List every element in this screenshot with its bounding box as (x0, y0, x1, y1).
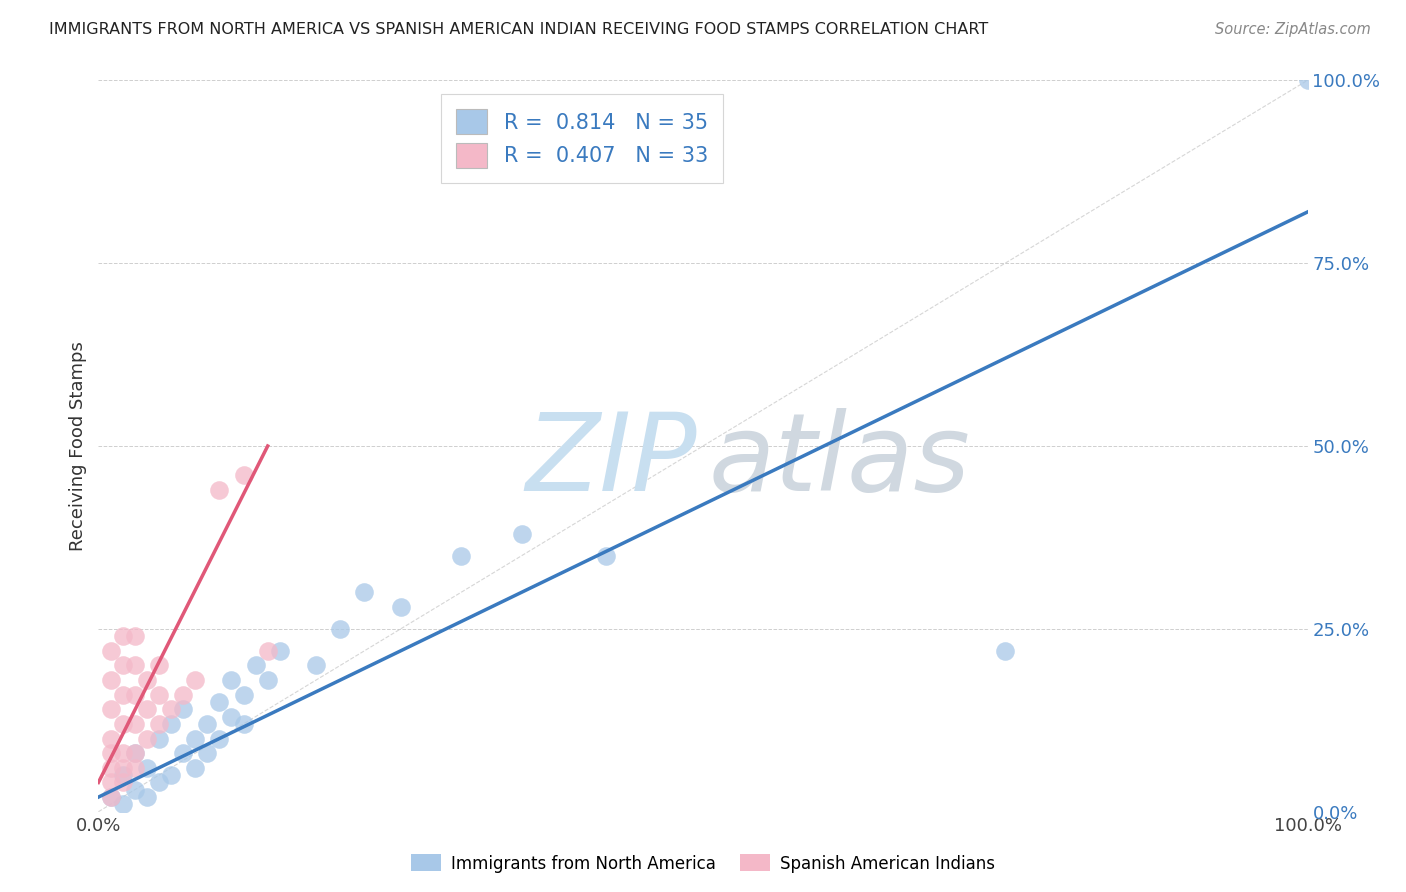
Point (148, 658, 170, 673)
Point (256, 644, 278, 658)
Text: IMMIGRANTS FROM NORTH AMERICA VS SPANISH AMERICAN INDIAN RECEIVING FOOD STAMPS C: IMMIGRANTS FROM NORTH AMERICA VS SPANISH… (49, 22, 988, 37)
Point (160, 717, 183, 731)
Point (305, 658, 328, 673)
Point (111, 775, 134, 789)
Point (245, 658, 267, 673)
Point (184, 731, 207, 746)
Point (172, 688, 194, 702)
Y-axis label: Receiving Food Stamps: Receiving Food Stamps (69, 341, 87, 551)
Point (221, 673, 243, 687)
Point (100, 644, 122, 658)
Point (148, 688, 170, 702)
Point (100, 673, 122, 687)
Point (269, 644, 291, 658)
Point (353, 585, 375, 599)
Text: Source: ZipAtlas.com: Source: ZipAtlas.com (1215, 22, 1371, 37)
Point (111, 658, 134, 673)
Text: ZIP: ZIP (526, 409, 697, 513)
Point (221, 709, 243, 723)
Point (450, 549, 472, 563)
Point (100, 790, 122, 805)
Point (124, 629, 146, 643)
Point (232, 468, 254, 483)
Point (184, 673, 207, 687)
Point (208, 483, 231, 497)
Point (124, 746, 146, 760)
Point (124, 761, 146, 775)
Point (124, 688, 146, 702)
Point (111, 768, 134, 782)
Point (232, 688, 254, 702)
Point (124, 658, 146, 673)
Point (111, 717, 134, 731)
Point (232, 717, 254, 731)
Point (135, 790, 157, 805)
Point (994, 644, 1017, 658)
Point (100, 790, 122, 805)
Point (195, 717, 218, 731)
Point (111, 688, 134, 702)
Point (208, 731, 231, 746)
Point (135, 731, 157, 746)
Point (160, 702, 183, 716)
Point (135, 761, 157, 775)
Point (329, 622, 352, 636)
Point (160, 768, 183, 782)
Legend: R =  0.814   N = 35, R =  0.407   N = 33: R = 0.814 N = 35, R = 0.407 N = 33 (441, 95, 723, 183)
Point (172, 702, 194, 716)
Point (595, 549, 617, 563)
Point (100, 731, 122, 746)
Point (148, 775, 170, 789)
Point (510, 526, 533, 541)
Point (100, 746, 122, 760)
Point (195, 746, 218, 760)
Point (100, 702, 122, 716)
Point (184, 761, 207, 775)
Point (111, 797, 134, 812)
Point (135, 702, 157, 716)
Point (135, 673, 157, 687)
Text: atlas: atlas (709, 409, 972, 513)
Point (124, 717, 146, 731)
Legend: Immigrants from North America, Spanish American Indians: Immigrants from North America, Spanish A… (404, 847, 1002, 880)
Point (124, 746, 146, 760)
Point (389, 599, 412, 614)
Point (111, 761, 134, 775)
Point (111, 629, 134, 643)
Point (100, 775, 122, 789)
Point (172, 746, 194, 760)
Point (1296, 73, 1319, 87)
Point (148, 717, 170, 731)
Point (111, 746, 134, 760)
Point (256, 673, 278, 687)
Point (208, 695, 231, 709)
Point (148, 731, 170, 746)
Point (124, 782, 146, 797)
Point (100, 761, 122, 775)
